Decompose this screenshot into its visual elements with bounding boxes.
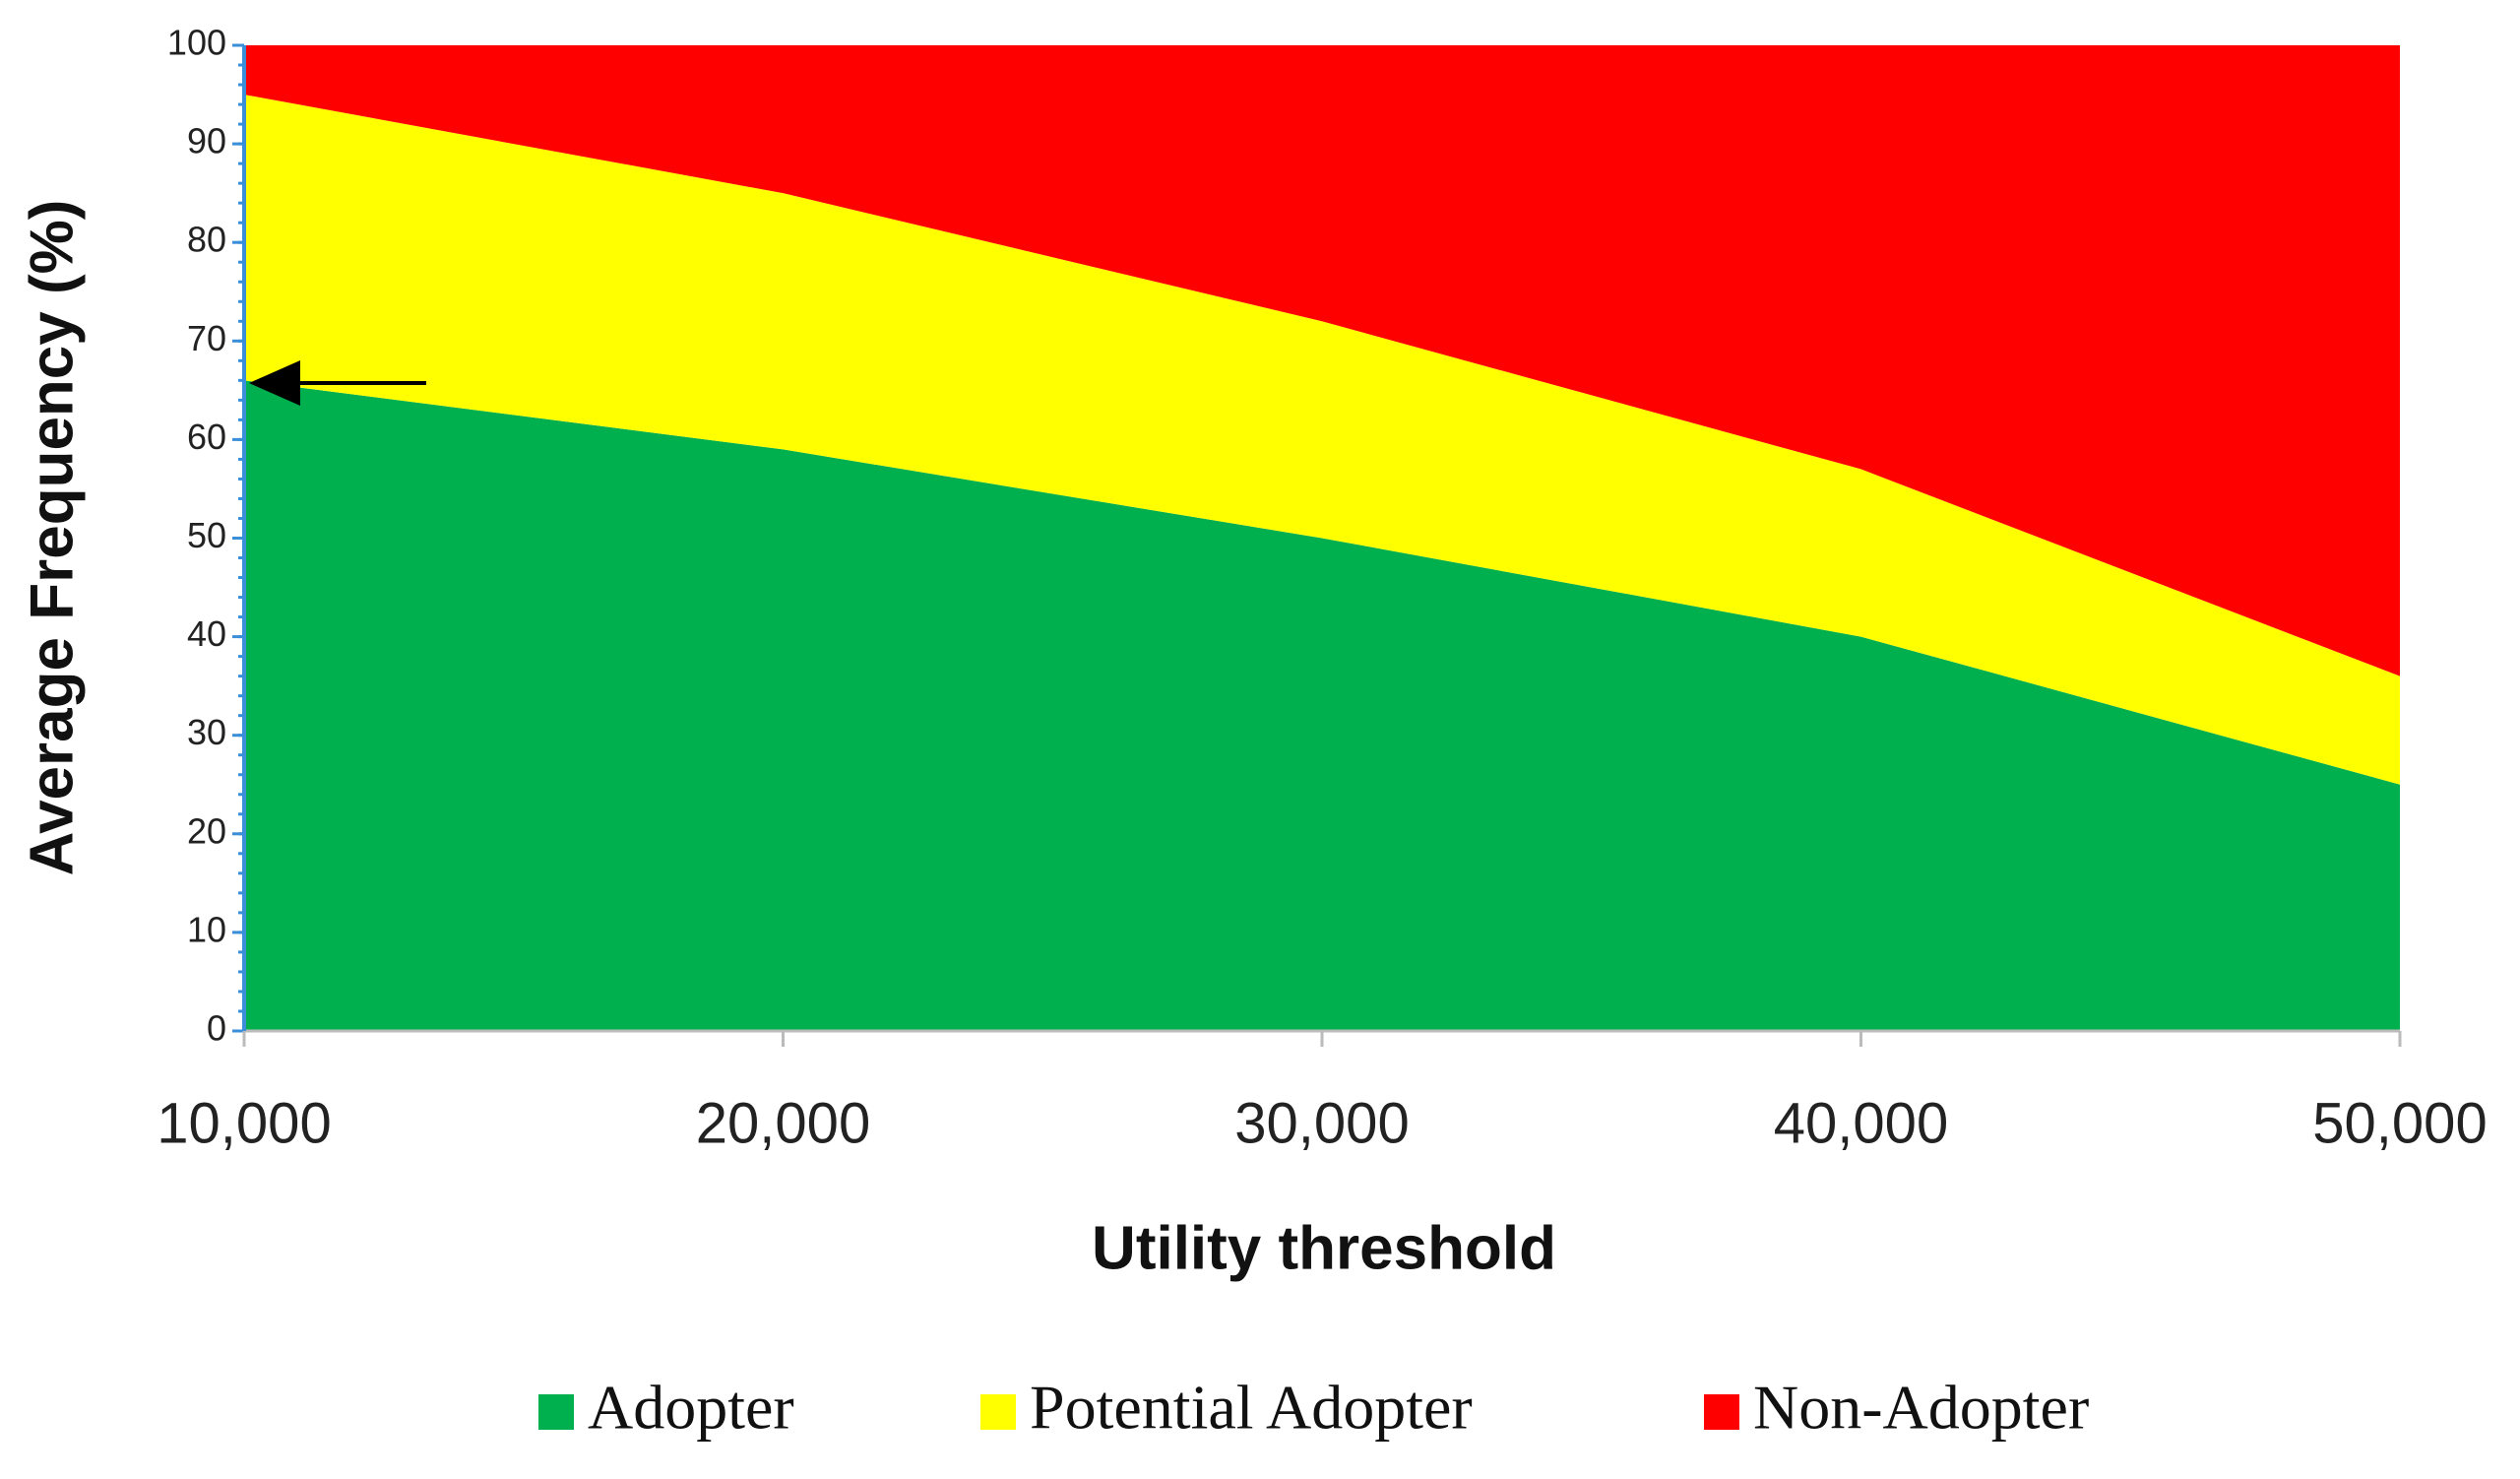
y-tick-label: 60 <box>187 417 226 457</box>
legend-swatch <box>980 1394 1016 1430</box>
legend-item: Adopter <box>538 1373 794 1443</box>
x-axis-title: Utility threshold <box>1092 1214 1556 1282</box>
x-tick-label: 50,000 <box>2312 1091 2487 1155</box>
legend-swatch <box>1704 1394 1739 1430</box>
area <box>244 380 2400 1032</box>
y-axis-title: Average Frequency (%) <box>18 200 86 876</box>
legend-label: Non-Adopter <box>1753 1373 2089 1443</box>
y-tick-label: 10 <box>187 909 226 949</box>
x-tick-label: 30,000 <box>1234 1091 1409 1155</box>
area <box>244 45 2400 676</box>
y-tick-label: 100 <box>167 23 226 63</box>
legend-item: Potential Adopter <box>980 1373 1473 1443</box>
y-tick-label: 50 <box>187 515 226 555</box>
area <box>244 95 2400 785</box>
y-tick-label: 80 <box>187 220 226 260</box>
legend-swatch <box>538 1394 574 1430</box>
y-tick-label: 20 <box>187 810 226 851</box>
x-tick-label: 10,000 <box>157 1091 331 1155</box>
y-tick-label: 70 <box>187 318 226 358</box>
y-tick-label: 40 <box>187 613 226 654</box>
legend-item: Non-Adopter <box>1704 1373 2089 1443</box>
y-tick-label: 30 <box>187 712 226 752</box>
legend-label: Potential Adopter <box>1030 1373 1473 1443</box>
legend-label: Adopter <box>588 1373 794 1443</box>
arrow-head <box>249 360 300 406</box>
areas <box>244 45 2400 1032</box>
x-tick-label: 20,000 <box>696 1091 870 1155</box>
y-tick-label: 90 <box>187 121 226 161</box>
x-tick-label: 40,000 <box>1774 1091 1948 1155</box>
y-tick-label: 0 <box>207 1008 226 1049</box>
